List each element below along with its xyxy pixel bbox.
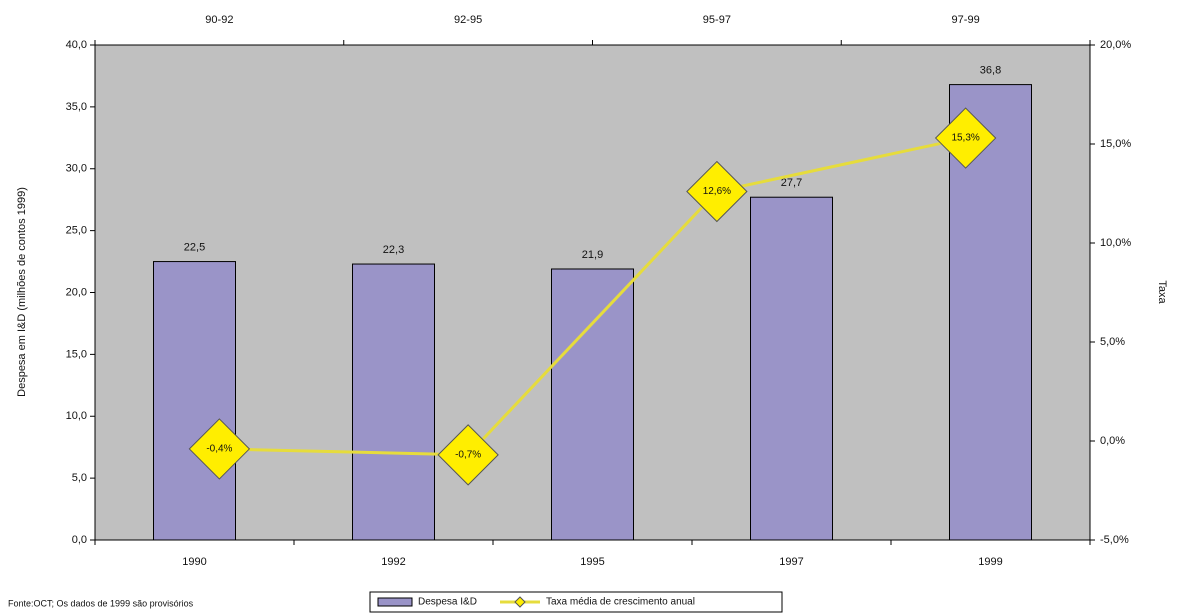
y2-tick-label: 15,0% bbox=[1100, 138, 1131, 150]
y-axis-label: Despesa em I&D (milhões de contos 1999) bbox=[16, 187, 28, 397]
y-tick-label: 25,0 bbox=[66, 225, 87, 237]
x-tick-label: 1990 bbox=[182, 556, 206, 568]
x2-tick-label: 97-99 bbox=[952, 14, 980, 26]
y-tick-label: 20,0 bbox=[66, 286, 87, 298]
legend-label: Taxa média de crescimento anual bbox=[546, 597, 695, 608]
line-series bbox=[219, 136, 966, 457]
line-marker bbox=[686, 160, 748, 223]
line-value-label: -0,7% bbox=[455, 450, 481, 461]
bar bbox=[551, 268, 634, 541]
y-tick-label: 10,0 bbox=[66, 410, 87, 422]
y2-tick-label: -5,0% bbox=[1100, 534, 1129, 546]
line-marker bbox=[934, 107, 997, 169]
bar-value-label: 22,5 bbox=[184, 241, 205, 253]
y2-tick-label: 20,0% bbox=[1100, 39, 1131, 51]
footnote: Fonte:OCT; Os dados de 1999 são provisór… bbox=[8, 598, 194, 608]
x2-tick-label: 92-95 bbox=[454, 14, 482, 26]
x2-tick-label: 95-97 bbox=[703, 14, 731, 26]
bar bbox=[750, 196, 833, 541]
line-marker bbox=[188, 418, 251, 480]
y2-tick-label: 5,0% bbox=[1100, 336, 1125, 348]
x-tick-label: 1999 bbox=[978, 556, 1002, 568]
y2-tick-label: 10,0% bbox=[1100, 237, 1131, 249]
x-tick-label: 1995 bbox=[580, 556, 604, 568]
legend-box bbox=[369, 591, 783, 613]
y-tick-label: 35,0 bbox=[66, 101, 87, 113]
line-value-label: -0,4% bbox=[206, 444, 232, 455]
y2-axis-label: Taxa bbox=[1156, 280, 1168, 304]
line-marker bbox=[437, 424, 499, 486]
bar-value-label: 21,9 bbox=[582, 249, 603, 261]
x-tick-label: 1992 bbox=[381, 556, 405, 568]
x2-tick-label: 90-92 bbox=[205, 14, 233, 26]
bar bbox=[352, 263, 435, 541]
bar-value-label: 36,8 bbox=[980, 65, 1001, 77]
y-tick-label: 40,0 bbox=[66, 39, 87, 51]
line-value-label: 12,6% bbox=[703, 186, 731, 197]
y-tick-label: 30,0 bbox=[66, 163, 87, 175]
y-tick-label: 5,0 bbox=[72, 472, 87, 484]
legend-marker bbox=[514, 596, 526, 608]
legend-label: Despesa I&D bbox=[418, 597, 477, 608]
line-value-label: 15,3% bbox=[951, 133, 979, 144]
y-tick-label: 15,0 bbox=[66, 348, 87, 360]
legend-swatch bbox=[377, 597, 413, 607]
bar-value-label: 27,7 bbox=[781, 177, 802, 189]
y-tick-label: 0,0 bbox=[72, 534, 87, 546]
x-tick-label: 1997 bbox=[779, 556, 803, 568]
bar bbox=[153, 261, 236, 541]
y2-tick-label: 0,0% bbox=[1100, 435, 1125, 447]
bar-value-label: 22,3 bbox=[383, 244, 404, 256]
